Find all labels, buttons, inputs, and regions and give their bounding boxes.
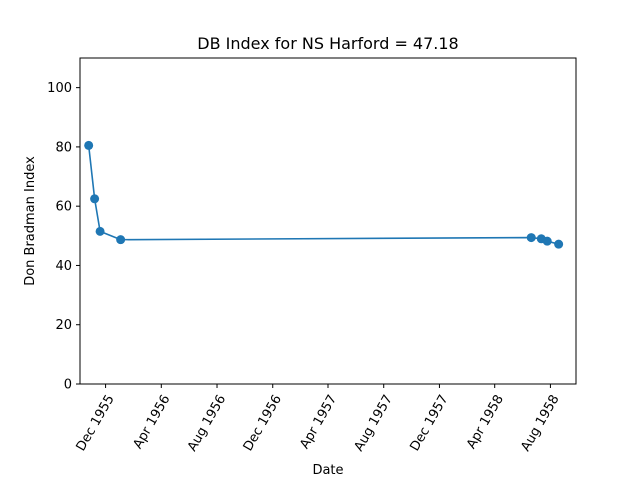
- axes-frame: [79, 57, 577, 385]
- y-tick-label-0: 0: [64, 378, 72, 393]
- data-point-6: [542, 236, 552, 246]
- y-tick-label-60: 60: [55, 200, 72, 215]
- y-tick-label-80: 80: [55, 140, 72, 155]
- y-tick-label-20: 20: [55, 318, 72, 333]
- chart-title: DB Index for NS Harford = 47.18: [197, 34, 458, 53]
- data-point-4: [526, 233, 536, 243]
- data-point-0: [84, 140, 94, 150]
- y-tick-label-40: 40: [55, 259, 72, 274]
- data-point-3: [116, 235, 126, 245]
- data-point-1: [90, 194, 100, 204]
- data-point-7: [554, 239, 564, 249]
- data-point-2: [95, 226, 105, 236]
- x-axis-label: Date: [312, 463, 343, 478]
- y-axis-label: Don Bradman Index: [23, 156, 38, 286]
- y-tick-label-100: 100: [47, 81, 72, 96]
